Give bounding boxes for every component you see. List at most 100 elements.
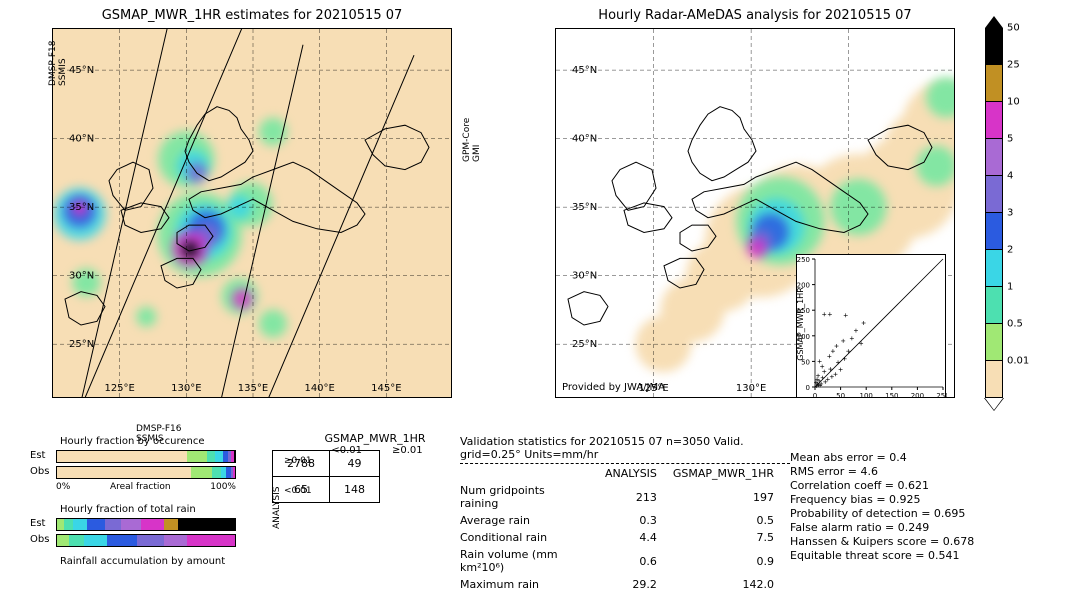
validation-row-label: Maximum rain [460,576,587,593]
stack-segment [234,451,235,462]
validation-value: 197 [673,482,790,512]
validation-value: 213 [587,482,673,512]
score-row: Probability of detection = 0.695 [790,507,1050,520]
contingency-table: GSMAP_MWR_1HR<0.01≥0.01ANALYSIS≥0.01<0.0… [272,432,452,496]
score-value: 0.695 [934,507,966,520]
svg-text:35°N: 35°N [69,202,94,213]
totalrain-title: Hourly fraction of total rain [60,504,196,515]
stack-segment [178,519,235,530]
stack-segment [107,535,137,546]
score-label: Mean abs error = [790,451,886,464]
score-value: 0.541 [928,549,960,562]
svg-text:30°N: 30°N [572,271,597,282]
svg-text:150: 150 [885,392,898,398]
colorbar-segment [985,102,1003,139]
colorbar-segment [985,361,1003,398]
stack-segment [187,535,235,546]
colorbar-segment [985,176,1003,213]
svg-text:0: 0 [806,384,810,392]
svg-text:30°N: 30°N [69,271,94,282]
score-label: RMS error = [790,465,857,478]
svg-text:35°N: 35°N [572,202,597,213]
score-row: Frequency bias = 0.925 [790,493,1050,506]
contingency-cell: 49 [330,450,380,476]
score-label: Probability of detection = [790,507,930,520]
left-map-title: GSMAP_MWR_1HR estimates for 20210515 07 [52,8,452,23]
score-value: 0.925 [889,493,921,506]
stack-segment [87,519,105,530]
stack-segment [57,451,187,462]
contingency-title: GSMAP_MWR_1HR [298,432,452,445]
colorbar-segment [985,28,1003,65]
stack-segment [191,467,212,478]
score-value: 0.621 [898,479,930,492]
svg-text:45°N: 45°N [69,65,94,76]
svg-text:0: 0 [813,392,817,398]
contingency-cell: 65 [273,476,330,502]
colorbar-label: 1 [1007,282,1013,293]
row-label: Est [30,450,45,461]
svg-text:125°E: 125°E [104,383,134,394]
svg-text:135°E: 135°E [238,383,268,394]
scatter-plot: 005050100100150150200200250250ANALYSISGS… [796,254,946,398]
stack-segment [141,519,164,530]
score-row: Hanssen & Kuipers score = 0.678 [790,535,1050,548]
colorbar-label: 50 [1007,23,1020,34]
colorbar-segment [985,65,1003,102]
colorbar-segment [985,139,1003,176]
validation-row-label: Conditional rain [460,529,587,546]
score-row: Equitable threat score = 0.541 [790,549,1050,562]
validation-col-header: GSMAP_MWR_1HR [673,465,790,482]
colorbar-label: 0.5 [1007,319,1023,330]
stack-segment [64,519,73,530]
row-label: Obs [30,534,49,545]
colorbar-label: 4 [1007,171,1013,182]
validation-value: 142.0 [673,576,790,593]
svg-text:40°N: 40°N [69,134,94,145]
stack-segment [207,451,216,462]
svg-text:200: 200 [911,392,924,398]
score-value: 0.4 [889,451,907,464]
stack-segment [187,451,207,462]
stack-segment [164,519,178,530]
validation-row-label: Rain volume (mm km²10⁶) [460,546,587,576]
score-list: Mean abs error = 0.4RMS error = 4.6Corre… [790,450,1050,563]
row-label: Est [30,518,45,529]
stacked-bar [56,518,236,531]
svg-text:100: 100 [860,392,873,398]
score-label: Correlation coeff = [790,479,894,492]
swath-label: DMSP-F18 SSMIS [48,40,68,86]
validation-value: 7.5 [673,529,790,546]
occurrence-title: Hourly fraction by occurence [60,436,204,447]
colorbar-label: 5 [1007,134,1013,145]
stacked-bar [56,450,236,463]
colorbar-segment [985,324,1003,361]
validation-row-label: Average rain [460,512,587,529]
validation-col-header: ANALYSIS [587,465,673,482]
stack-segment [73,519,87,530]
colorbar-label: 3 [1007,208,1013,219]
validation-header: Validation statistics for 20210515 07 n=… [460,435,790,464]
stack-segment [57,535,69,546]
svg-text:130°E: 130°E [171,383,201,394]
colorbar-segment [985,213,1003,250]
row-label: Obs [30,466,49,477]
score-label: False alarm ratio = [790,521,894,534]
stacked-bar [56,466,236,479]
colorbar-label: 25 [1007,60,1020,71]
svg-text:140°E: 140°E [304,383,334,394]
contingency-cell: 2788 [273,450,330,476]
contingency-row-title: ANALYSIS [272,517,282,529]
svg-text:130°E: 130°E [736,383,766,394]
provided-by-label: Provided by JWA/JMA [562,382,665,393]
stack-segment [57,467,191,478]
colorbar-over-triangle [985,16,1003,28]
colorbar-label: 0.01 [1007,356,1029,367]
score-row: RMS error = 4.6 [790,465,1050,478]
stack-segment [105,519,121,530]
validation-value: 0.5 [673,512,790,529]
stack-segment [164,535,187,546]
validation-value: 4.4 [587,529,673,546]
score-row: Correlation coeff = 0.621 [790,479,1050,492]
stack-segment [215,451,222,462]
